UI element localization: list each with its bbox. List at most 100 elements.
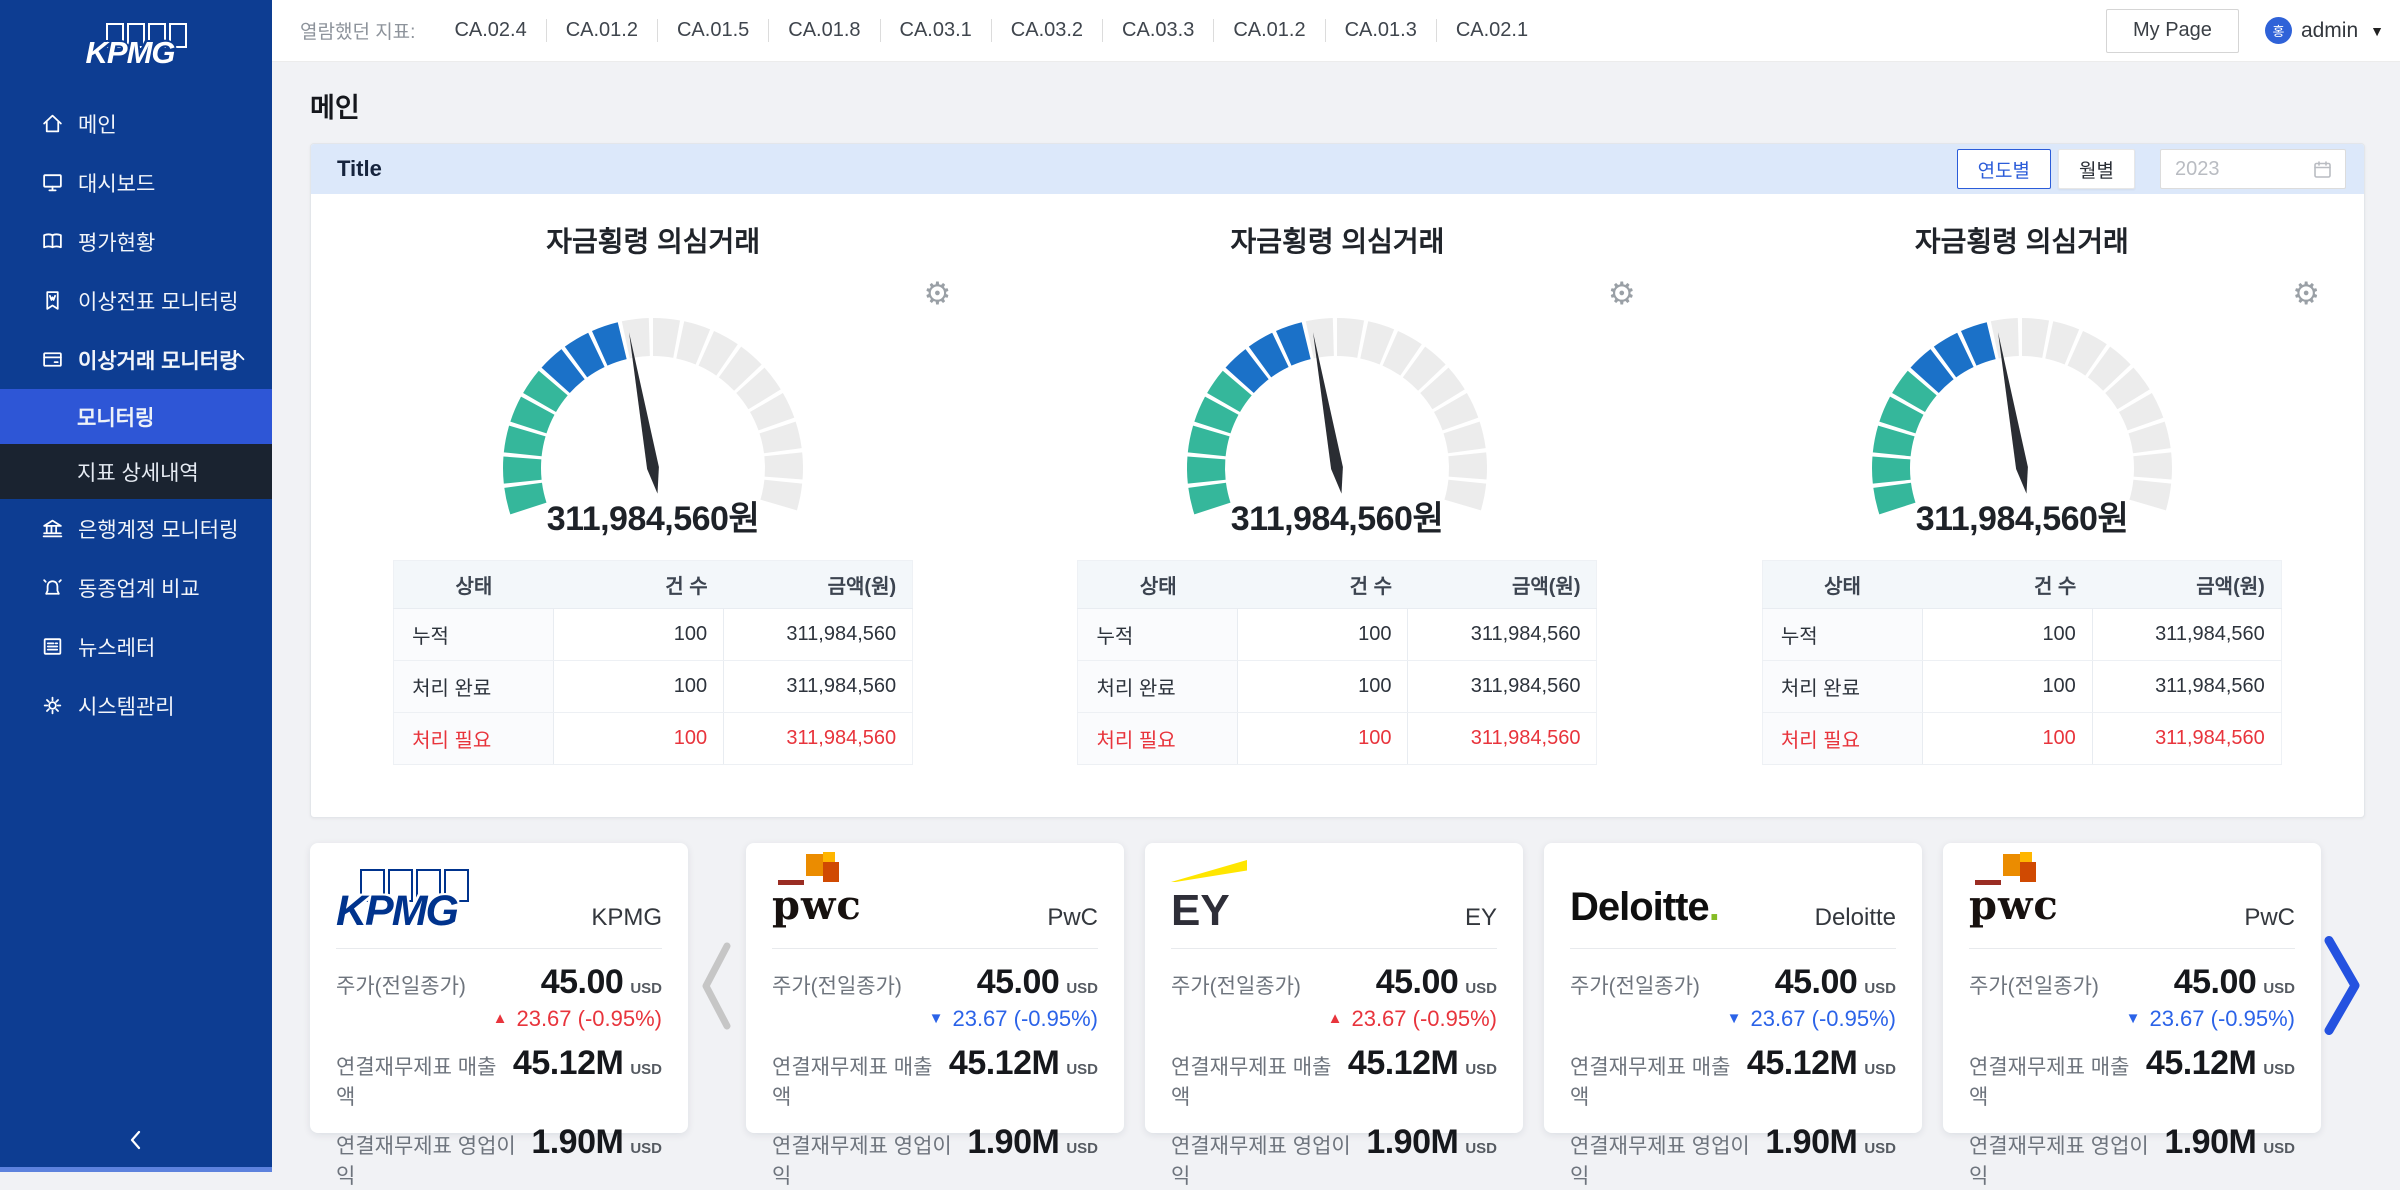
sidebar-item-voucher-monitoring[interactable]: 이상전표 모니터링 (0, 271, 272, 330)
viewed-indicator-link[interactable]: CA.03.2 (992, 19, 1104, 42)
open-book-icon (40, 230, 64, 254)
card-icon (40, 348, 64, 372)
company-name: PwC (1047, 904, 1098, 931)
sidebar-item-dashboard[interactable]: 대시보드 (0, 153, 272, 212)
year-picker-value: 2023 (2175, 157, 2220, 180)
company-card-ey: EY EY 주가(전일종가) 45.00 USD ▲ 23.67 (-0.95%)… (1145, 843, 1523, 1188)
sidebar-item-newsletter[interactable]: 뉴스레터 (0, 617, 272, 676)
company-name: Deloitte (1814, 904, 1896, 931)
table-row: 누적 100 311,984,560 (1077, 608, 1597, 661)
gauge-title: 자금횡령 의심거래 (1230, 226, 1445, 257)
status-table: 상태 건 수 금액(원) 누적 100 311,984,560 처리 완료 (393, 560, 914, 765)
change-value: 23.67 (-0.95%) (1351, 1006, 1497, 1031)
revenue-value: 45.12M (512, 1044, 624, 1082)
viewed-indicator-link[interactable]: CA.01.3 (1326, 19, 1437, 42)
kpmg-logo: KPMG (336, 869, 469, 936)
carousel-next-button[interactable] (2319, 934, 2365, 1043)
ey-beam (1171, 860, 1247, 882)
chevron-up-icon (228, 347, 248, 373)
change-value: 23.67 (-0.95%) (516, 1006, 662, 1031)
user-avatar[interactable]: 홍 (2264, 17, 2292, 44)
table-row: 누적 100 311,984,560 (393, 608, 913, 661)
price-change: ▼ 23.67 (-0.95%) (772, 1006, 1098, 1032)
sidebar-item-indicator-detail[interactable]: 지표 상세내역 (0, 444, 272, 499)
price-change: ▲ 23.67 (-0.95%) (336, 1006, 662, 1032)
price-label: 주가(전일종가) (1171, 975, 1301, 998)
bell-icon (40, 576, 64, 600)
gauge-title: 자금횡령 의심거래 (1914, 226, 2129, 257)
monthly-toggle-button[interactable]: 월별 (2058, 149, 2135, 189)
table-row: 처리 완료 100 311,984,560 (1762, 660, 2282, 713)
gauge-needle (1313, 332, 1344, 494)
caret-down-icon[interactable]: ▼ (2370, 22, 2384, 39)
price-value: 45.00 (1774, 963, 1858, 1001)
price-label: 주가(전일종가) (1570, 975, 1700, 998)
currency-label: USD (1864, 980, 1896, 997)
revenue-label: 연결재무제표 매출액 (1570, 1056, 1731, 1109)
price-change: ▼ 23.67 (-0.95%) (1570, 1006, 1896, 1032)
monitor-icon (40, 171, 64, 195)
profit-value: 1.90M (1366, 1123, 1459, 1161)
change-direction-icon: ▲ (492, 1009, 508, 1027)
company-card-deloitte: Deloitte. Deloitte 주가(전일종가) 45.00 USD ▼ 2… (1544, 843, 1922, 1188)
viewed-indicator-link[interactable]: CA.02.4 (435, 19, 547, 42)
viewed-indicator-link[interactable]: CA.01.8 (769, 19, 881, 42)
viewed-indicator-link[interactable]: CA.02.1 (1455, 19, 1529, 41)
topbar: 열람했던 지표: CA.02.4 CA.01.2 CA.01.5 CA.01.8… (272, 0, 2400, 62)
panel-controls: 연도별 월별 2023 (1956, 149, 2346, 189)
currency-label: USD (1066, 980, 1098, 997)
carousel-prev-button[interactable] (688, 843, 746, 1133)
profit-label: 연결재무제표 영업이익 (336, 1135, 516, 1188)
kpmg-logo-squares (105, 23, 187, 48)
change-direction-icon: ▲ (1327, 1009, 1343, 1027)
viewed-indicator-link[interactable]: CA.01.5 (658, 19, 770, 42)
kpmg-logo-text: KPMG (85, 35, 176, 70)
sidebar-collapse-button[interactable] (0, 1120, 272, 1164)
viewed-indicator-link[interactable]: CA.01.2 (547, 19, 658, 42)
panel-body: 자금횡령 의심거래 ⚙ 311,984,560원 상태 건 수 금액(원) 누적 (311, 194, 2364, 765)
table-row-alert: 처리 필요 100 311,984,560 (1762, 712, 2282, 765)
pwc-logo: pwc (1969, 852, 2099, 936)
year-picker-input[interactable]: 2023 (2160, 149, 2346, 189)
price-change: ▲ 23.67 (-0.95%) (1171, 1006, 1497, 1032)
yearly-toggle-button[interactable]: 연도별 (1956, 149, 2052, 189)
gauge-title: 자금횡령 의심거래 (546, 226, 761, 257)
gauge-settings-icon[interactable]: ⚙ (923, 276, 952, 311)
revenue-value: 45.12M (1746, 1044, 1858, 1082)
my-page-button[interactable]: My Page (2106, 8, 2239, 53)
kpmg-sidebar-logo: KPMG (0, 0, 272, 94)
page-title: 메인 (310, 93, 360, 123)
viewed-indicator-link[interactable]: CA.03.1 (881, 19, 992, 42)
sidebar-item-main[interactable]: 메인 (0, 94, 272, 153)
revenue-label: 연결재무제표 매출액 (1171, 1056, 1332, 1109)
company-card-pwc: pwc PwC 주가(전일종가) 45.00 USD ▼ 23.67 (-0.95… (746, 843, 1124, 1188)
price-value: 45.00 (1375, 963, 1459, 1001)
gauge-settings-icon[interactable]: ⚙ (2292, 276, 2320, 311)
table-header-row: 상태 건 수 금액(원) (1077, 560, 1597, 609)
sidebar-item-system-management[interactable]: 시스템관리 (0, 676, 272, 735)
revenue-value: 45.12M (2145, 1044, 2257, 1082)
change-value: 23.67 (-0.95%) (952, 1006, 1098, 1031)
chevron-left-icon (697, 940, 737, 1037)
sidebar-item-monitoring[interactable]: 모니터링 (0, 389, 272, 444)
viewed-indicator-link[interactable]: CA.01.2 (1214, 19, 1326, 42)
gauge-settings-icon[interactable]: ⚙ (1607, 276, 1636, 311)
price-label: 주가(전일종가) (1969, 975, 2099, 998)
profit-value: 1.90M (1765, 1123, 1858, 1161)
sidebar-item-transaction-monitoring[interactable]: 이상거래 모니터링 (0, 330, 272, 389)
kpmg-logo-squares (360, 869, 469, 902)
deloitte-logo: Deloitte. (1570, 885, 1720, 929)
newspaper-icon (40, 635, 64, 659)
calendar-icon (2312, 159, 2333, 180)
sidebar-item-peer-comparison[interactable]: 동종업계 비교 (0, 558, 272, 617)
sidebar-item-evaluation[interactable]: 평가현황 (0, 212, 272, 271)
revenue-label: 연결재무제표 매출액 (336, 1056, 497, 1109)
price-value: 45.00 (976, 963, 1060, 1001)
sidebar-item-bank-account-monitoring[interactable]: 은행계정 모니터링 (0, 499, 272, 558)
viewed-indicator-link[interactable]: CA.03.3 (1103, 19, 1215, 42)
voucher-badge-icon (40, 289, 64, 313)
chevron-left-icon (127, 1128, 145, 1157)
revenue-label: 연결재무제표 매출액 (772, 1056, 933, 1109)
table-row-alert: 처리 필요 100 311,984,560 (1077, 712, 1597, 765)
table-header-row: 상태 건 수 금액(원) (1762, 560, 2282, 609)
